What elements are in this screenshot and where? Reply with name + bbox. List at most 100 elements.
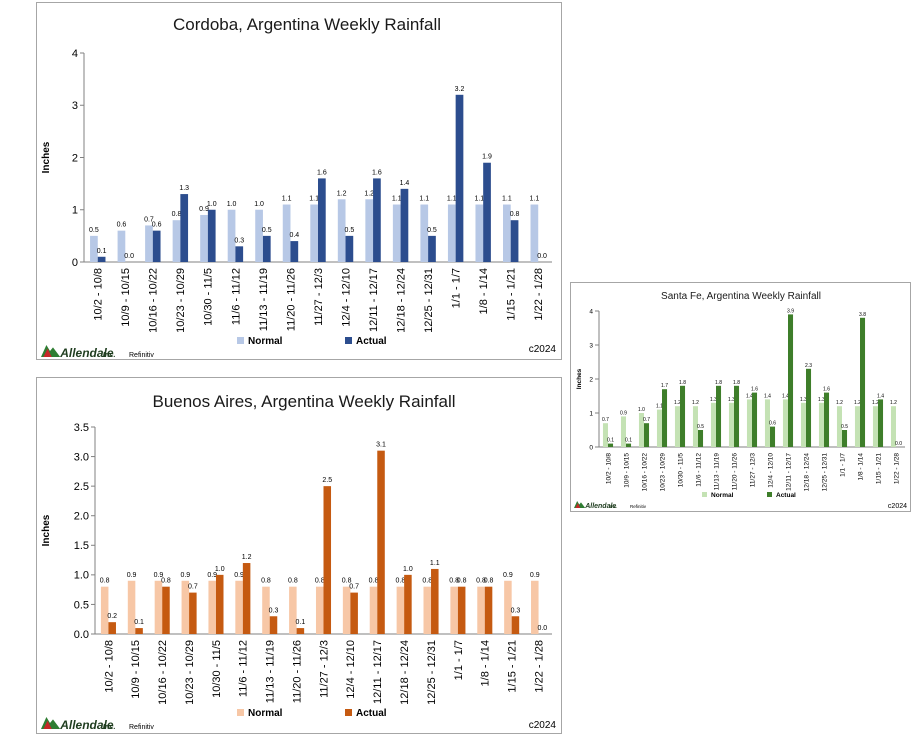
source-label: Refinitiv	[129, 724, 154, 731]
category-label: 1/22 - 1/28	[893, 453, 900, 484]
category-label: 12/18 - 12/24	[395, 268, 407, 333]
bar-actual	[644, 423, 650, 447]
category-label: 10/23 - 10/29	[659, 453, 666, 492]
data-label-actual: 1.6	[317, 169, 327, 176]
legend-label-actual: Actual	[356, 708, 387, 719]
y-tick-label: 0	[589, 444, 593, 451]
bar-normal	[502, 204, 511, 262]
bar-actual	[318, 178, 326, 262]
category-label: 12/25 - 12/31	[423, 268, 435, 333]
data-label-actual: 0.8	[161, 578, 171, 585]
bar-actual	[455, 94, 464, 262]
category-label: 12/11 - 12/17	[785, 453, 792, 491]
data-label-normal: 0.8	[396, 578, 406, 585]
data-label-normal: 1.3	[818, 397, 825, 403]
data-label-normal: 1.1	[502, 196, 512, 203]
bar-actual	[135, 628, 143, 634]
bar-actual	[842, 430, 848, 447]
bar-normal	[818, 402, 824, 447]
data-label-normal: 0.5	[89, 227, 99, 234]
bar-actual	[626, 443, 632, 447]
bar-normal	[450, 586, 458, 634]
category-label: 12/11 - 12/17	[372, 640, 384, 704]
data-label-actual: 0.6	[152, 222, 162, 229]
bar-normal	[530, 204, 539, 262]
data-label-actual: 1.1	[430, 560, 440, 567]
data-label-normal: 0.7	[144, 216, 154, 223]
category-label: 1/22 - 1/28	[533, 268, 545, 321]
bar-normal	[255, 209, 263, 262]
y-tick-label: 4	[72, 48, 78, 60]
bar-normal	[200, 214, 208, 262]
data-label-normal: 1.1	[419, 196, 429, 203]
bar-actual	[806, 368, 812, 447]
data-label-normal: 1.3	[710, 397, 717, 403]
bar-actual	[262, 235, 271, 262]
category-label: 12/11 - 12/17	[368, 268, 380, 332]
category-label: 10/23 - 10/29	[175, 268, 187, 333]
bar-actual	[662, 389, 668, 447]
data-label-actual: 1.3	[179, 185, 189, 192]
data-label-actual: 0.1	[134, 619, 144, 626]
bar-normal	[145, 225, 153, 262]
bar-actual	[484, 586, 493, 634]
y-tick-label: 2.5	[74, 481, 89, 493]
chart-buenos-aires: Buenos Aires, Argentina Weekly Rainfall 0…	[41, 392, 557, 732]
bar-actual	[734, 385, 740, 447]
data-label-actual: 1.8	[733, 380, 740, 386]
category-label: 1/15 - 1/21	[506, 268, 518, 321]
bar-normal	[342, 586, 351, 634]
y-tick-label: 1	[72, 205, 78, 217]
bar-actual	[377, 450, 385, 634]
bar-actual	[483, 162, 491, 262]
chart-panel-buenos-aires: Buenos Aires, Argentina Weekly Rainfall 0…	[36, 377, 562, 734]
data-label-normal: 1.1	[392, 196, 402, 203]
bar-actual	[180, 194, 189, 262]
y-tick-label: 0.0	[74, 629, 89, 641]
data-label-normal: 0.6	[117, 222, 127, 229]
bar-actual	[242, 563, 251, 634]
category-label: 12/18 - 12/24	[399, 640, 411, 705]
bar-normal	[692, 406, 698, 447]
bar-actual	[290, 241, 299, 262]
copyright-label: c2024	[529, 720, 557, 731]
bar-normal	[420, 204, 429, 262]
data-label-actual: 1.6	[751, 387, 758, 393]
data-label-actual: 3.9	[787, 308, 794, 314]
brand-name: Allendale	[59, 718, 114, 732]
bar-normal	[282, 204, 291, 262]
data-label-actual: 0.3	[269, 607, 279, 614]
data-label-actual: 0.0	[124, 253, 134, 260]
data-label-actual: 1.8	[679, 380, 686, 386]
category-label: 10/30 - 11/5	[203, 268, 215, 326]
data-label-normal: 1.2	[364, 190, 374, 197]
data-label-normal: 1.2	[890, 400, 897, 406]
bar-actual	[207, 209, 216, 262]
data-label-normal: 0.9	[154, 572, 164, 579]
bar-normal	[235, 580, 243, 634]
data-label-normal: 0.8	[315, 578, 325, 585]
bar-actual	[431, 568, 439, 634]
bar-normal	[181, 580, 190, 634]
category-label: 12/25 - 12/31	[426, 640, 438, 705]
y-tick-label: 2	[589, 376, 593, 383]
bar-normal	[477, 586, 485, 634]
data-label-actual: 0.7	[349, 584, 359, 591]
bar-normal	[100, 586, 109, 634]
data-label-actual: 0.5	[427, 227, 437, 234]
y-tick-label: 3.5	[74, 422, 89, 434]
y-tick-label: 4	[589, 308, 593, 315]
bar-normal	[872, 406, 878, 447]
brand-name: Allendale	[59, 346, 114, 359]
category-label: 11/20 - 11/26	[285, 268, 297, 331]
data-label-normal: 1.1	[282, 196, 292, 203]
bar-normal	[728, 402, 734, 447]
bar-normal	[746, 399, 752, 447]
bar-normal	[504, 580, 512, 634]
data-label-normal: 1.2	[854, 400, 861, 406]
bar-actual	[269, 616, 278, 634]
logo-accent-icon	[43, 720, 52, 729]
bar-normal	[262, 586, 270, 634]
chart-title: Santa Fe, Argentina Weekly Rainfall	[661, 291, 821, 302]
data-label-actual: 0.7	[188, 584, 198, 591]
